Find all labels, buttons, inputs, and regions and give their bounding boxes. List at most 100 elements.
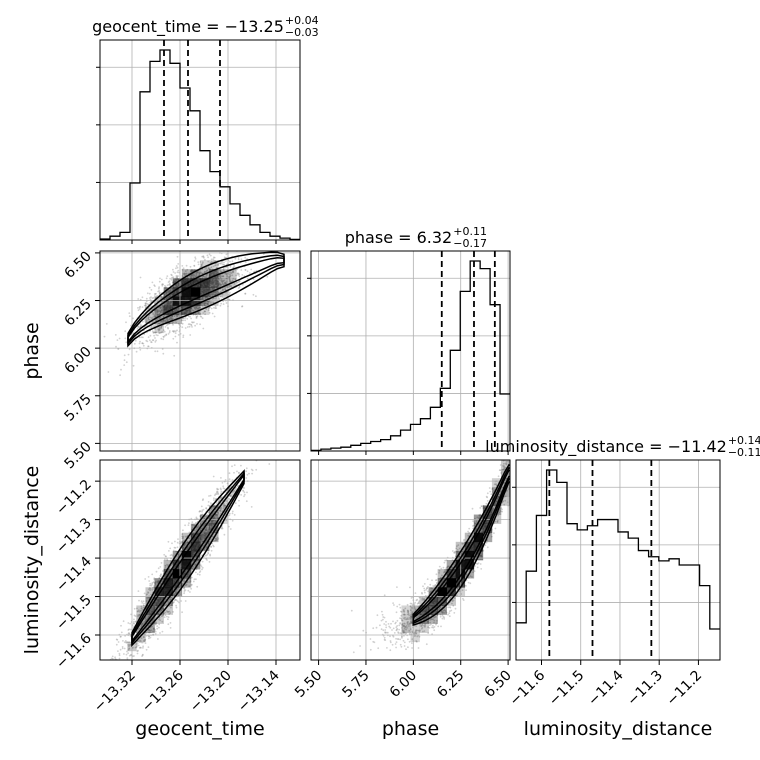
scatter-point: [171, 287, 173, 290]
scatter-point: [217, 262, 220, 265]
scatter-point: [210, 289, 213, 291]
scatter-point: [136, 610, 139, 613]
scatter-point: [200, 316, 203, 318]
scatter-point: [134, 339, 137, 342]
scatter-point: [165, 292, 168, 294]
scatter-point: [139, 325, 142, 328]
scatter-point: [184, 584, 187, 587]
scatter-point: [210, 546, 213, 548]
scatter-point: [214, 539, 216, 542]
scatter-point: [155, 315, 158, 317]
scatter-point: [189, 581, 191, 584]
scatter-point: [189, 578, 192, 581]
scatter-point: [237, 258, 240, 261]
scatter-point: [225, 277, 228, 280]
scatter-point: [191, 526, 194, 529]
scatter-point: [210, 545, 212, 548]
scatter-point: [155, 331, 158, 334]
scatter-point: [158, 313, 161, 315]
scatter-point: [126, 650, 128, 653]
scatter-point: [231, 510, 234, 513]
scatter-point: [183, 580, 186, 583]
scatter-point: [142, 636, 145, 638]
scatter-point: [130, 653, 132, 656]
scatter-point: [164, 334, 166, 337]
scatter-point: [209, 554, 212, 557]
scatter-point: [195, 316, 198, 318]
scatter-point: [150, 301, 153, 303]
scatter-point: [175, 606, 178, 609]
scatter-point: [202, 255, 205, 258]
scatter-point: [183, 590, 186, 593]
scatter-point: [203, 275, 205, 277]
scatter-point: [156, 294, 159, 297]
scatter-point: [162, 305, 164, 308]
scatter-point: [160, 310, 163, 312]
scatter-point: [171, 604, 173, 606]
scatter-point: [195, 521, 197, 524]
scatter-point: [195, 305, 198, 308]
scatter-point: [228, 276, 231, 279]
scatter-point: [160, 296, 163, 298]
scatter-point: [181, 322, 184, 325]
scatter-point: [162, 319, 164, 322]
scatter-point: [147, 318, 150, 321]
scatter-point: [215, 537, 218, 540]
scatter-point: [135, 631, 138, 634]
scatter-point: [209, 302, 212, 304]
scatter-point: [205, 529, 208, 532]
scatter-point: [148, 631, 150, 634]
scatter-point: [222, 275, 225, 278]
scatter-point: [165, 291, 168, 294]
scatter-point: [157, 328, 160, 331]
scatter-point: [191, 528, 193, 531]
scatter-point: [152, 630, 154, 633]
scatter-point: [218, 282, 221, 285]
scatter-point: [116, 639, 119, 641]
scatter-point: [243, 495, 245, 498]
scatter-point: [182, 336, 185, 338]
scatter-point: [197, 271, 200, 274]
scatter-point: [200, 521, 203, 523]
scatter-point: [212, 512, 215, 514]
scatter-point: [159, 632, 161, 634]
scatter-point: [209, 295, 212, 298]
scatter-point: [110, 657, 113, 660]
scatter-point: [218, 281, 221, 284]
scatter-point: [191, 569, 193, 572]
scatter-point: [203, 310, 206, 313]
scatter-point: [224, 287, 226, 290]
scatter-point: [103, 335, 106, 338]
scatter-point: [197, 312, 200, 315]
scatter-point: [156, 581, 159, 584]
scatter-point: [168, 290, 171, 292]
scatter-point: [168, 318, 171, 320]
scatter-point: [149, 298, 152, 301]
scatter-point: [135, 643, 138, 645]
scatter-point: [212, 265, 215, 268]
scatter-point: [200, 272, 203, 275]
scatter-point: [161, 320, 164, 322]
scatter-point: [167, 610, 170, 613]
scatter-point: [244, 269, 247, 271]
scatter-point: [238, 499, 240, 502]
scatter-point: [124, 635, 126, 637]
scatter-point: [223, 281, 226, 284]
scatter-point: [145, 302, 148, 305]
scatter-point: [205, 274, 208, 276]
scatter-point: [206, 269, 208, 272]
scatter-point: [128, 633, 131, 635]
scatter-point: [185, 272, 188, 275]
scatter-point: [223, 272, 226, 275]
scatter-point: [169, 277, 172, 280]
scatter-point: [213, 510, 216, 513]
scatter-point: [161, 307, 164, 309]
scatter-point: [148, 631, 151, 634]
scatter-point: [228, 273, 230, 275]
scatter-point: [161, 309, 164, 312]
scatter-point: [127, 644, 130, 646]
scatter-point: [150, 296, 152, 298]
scatter-point: [169, 289, 171, 292]
scatter-point: [149, 622, 152, 625]
scatter-point: [193, 269, 196, 271]
